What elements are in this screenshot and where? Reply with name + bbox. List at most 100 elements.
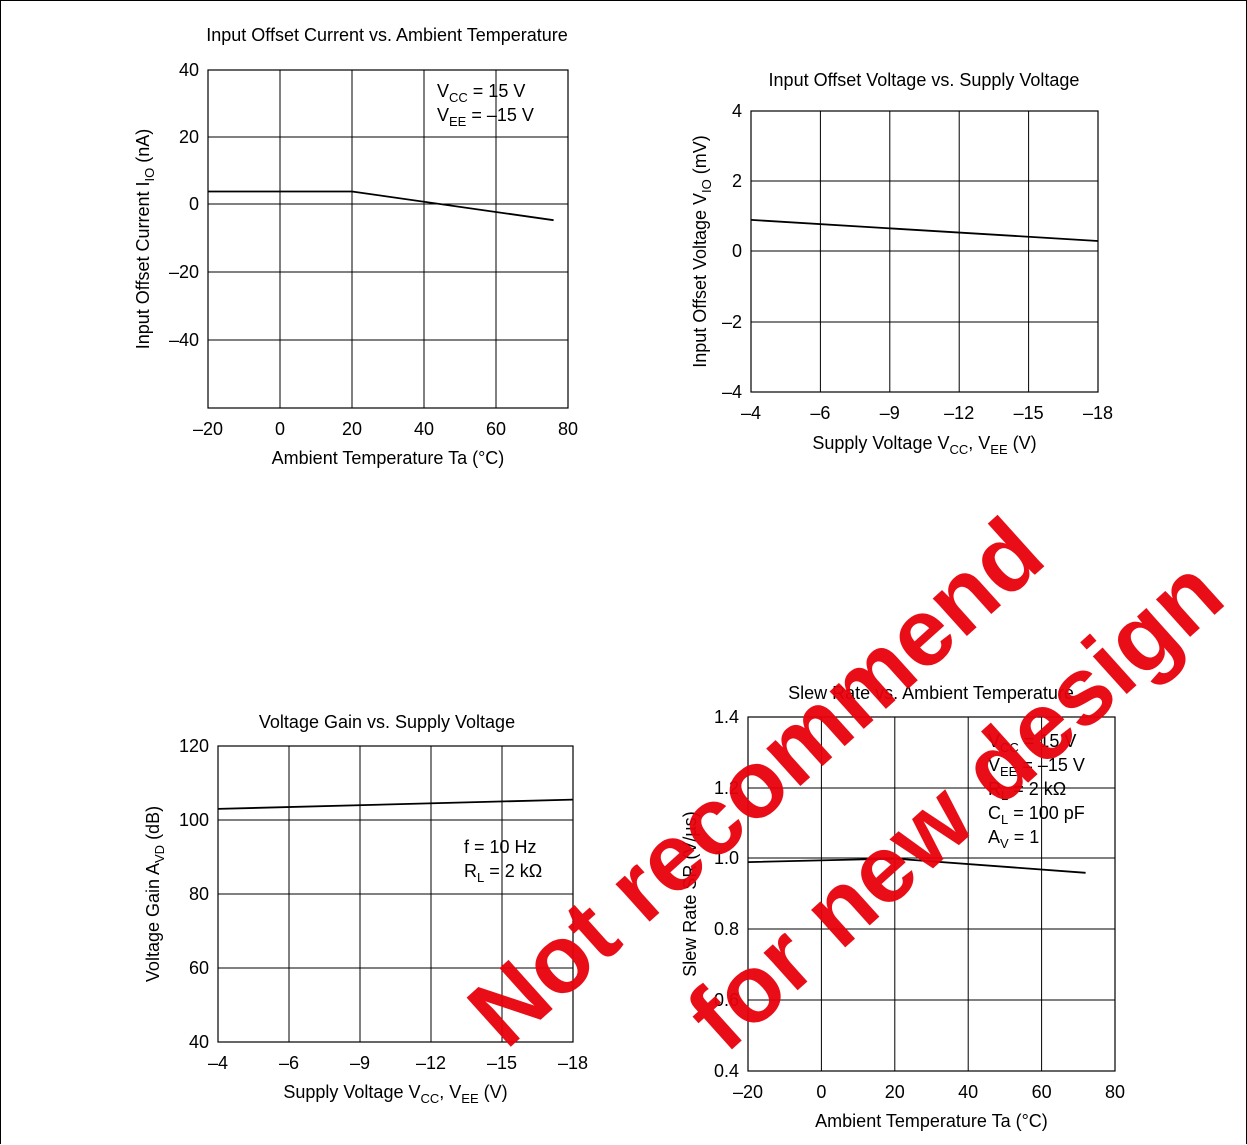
x-axis-label: Supply Voltage VCC, VEE (V) [812,433,1036,457]
chart-1: Input Offset Current vs. Ambient Tempera… [133,25,578,468]
condition-label: VCC = 15 V [437,81,525,105]
y-tick-label: 2 [732,171,742,191]
x-axis-label-s1: CC [949,442,968,457]
condition-label-tail: = 15 V [1019,731,1077,751]
y-axis-label-tail: (dB) [143,806,163,845]
condition-label-main: f = 10 Hz [464,837,537,857]
y-tick-label: 4 [732,101,742,121]
y-axis-label-main: Voltage Gain A [143,863,163,982]
x-axis-label-b: , V [968,433,990,453]
chart-title: Input Offset Current vs. Ambient Tempera… [206,25,568,45]
x-tick-label: –18 [558,1053,588,1073]
condition-label-main: C [988,803,1001,823]
data-series-line [217,798,574,810]
y-tick-label: –2 [722,312,742,332]
x-tick-label: –20 [733,1082,763,1102]
y-axis-label-sub: VD [152,845,167,863]
condition-label-sub: EE [1000,764,1018,779]
data-series-line [747,857,1086,874]
x-tick-label: 80 [1105,1082,1125,1102]
condition-label: CL = 100 pF [988,803,1085,827]
condition-label-main: V [988,755,1000,775]
x-tick-label: –9 [880,403,900,423]
y-axis-label: Input Offset Voltage VIO (mV) [690,135,714,368]
y-axis-label-sub: IO [699,179,714,193]
y-tick-label: 1.4 [714,707,739,727]
y-tick-label: 20 [179,127,199,147]
condition-label-main: A [988,827,1000,847]
chart-4: Slew Rate vs. Ambient Temperature –20 0 20 4… [680,683,1125,1131]
x-axis-label-c: (V) [1008,433,1037,453]
x-tick-label: –20 [193,419,223,439]
x-axis-label-s2: EE [461,1091,479,1106]
x-tick-label: –15 [487,1053,517,1073]
condition-label: f = 10 Hz [464,837,537,857]
condition-label-sub: L [477,870,484,885]
chart-title: Slew Rate vs. Ambient Temperature [788,683,1074,703]
x-axis-label-c: (V) [479,1082,508,1102]
x-axis-label-s1: CC [420,1091,439,1106]
condition-label: VCC = 15 V [988,731,1076,755]
x-tick-label: 0 [816,1082,826,1102]
x-axis-label: Supply Voltage VCC, VEE (V) [283,1082,507,1106]
y-axis-label: Slew Rate SR (V/µs) [680,811,700,976]
x-tick-label: 20 [885,1082,905,1102]
chart-3: Voltage Gain vs. Supply Voltage –4 –6 –9 –12… [143,712,588,1106]
y-axis-label-group: Voltage Gain AVD (dB) [143,806,167,982]
y-axis-label-main: Input Offset Current I [133,182,153,350]
y-tick-label: 80 [189,884,209,904]
y-tick-label: 0.8 [714,919,739,939]
y-axis-label: Voltage Gain AVD (dB) [143,806,167,982]
condition-label-tail: = 100 pF [1008,803,1085,823]
y-tick-label: 40 [179,60,199,80]
x-tick-label: –18 [1083,403,1113,423]
y-axis-label-sub: IO [142,168,157,182]
y-axis-label-tail: (nA) [133,129,153,168]
x-axis-label-a: Supply Voltage V [812,433,949,453]
x-tick-label: –4 [208,1053,228,1073]
chart-title: Input Offset Voltage vs. Supply Voltage [769,70,1080,90]
y-axis-label-group: Input Offset Current IIO (nA) [133,129,157,350]
x-tick-label: 20 [342,419,362,439]
y-tick-label: 120 [179,736,209,756]
condition-label: AV = 1 [988,827,1039,851]
x-axis-label: Ambient Temperature Ta (°C) [272,448,505,468]
y-tick-label: 1.0 [714,848,739,868]
data-series-line [750,219,1099,242]
data-series-line [208,190,554,222]
condition-label-tail: = 2 kΩ [484,861,542,881]
chart-2: Input Offset Voltage vs. Supply Voltage –… [690,70,1113,457]
y-tick-label: 100 [179,810,209,830]
y-axis-label-main: Input Offset Voltage V [690,193,710,368]
x-tick-label: –12 [416,1053,446,1073]
y-axis-label: Input Offset Current IIO (nA) [133,129,157,350]
condition-label-sub: L [1001,788,1008,803]
y-tick-label: 0 [189,194,199,214]
condition-label-main: V [437,81,449,101]
x-tick-label: –12 [944,403,974,423]
condition-label-tail: = 1 [1009,827,1040,847]
x-tick-label: 0 [275,419,285,439]
y-tick-label: –20 [169,262,199,282]
y-axis-label-tail: (mV) [690,135,710,179]
x-tick-label: –9 [350,1053,370,1073]
condition-label-sub: V [1000,836,1009,851]
y-tick-label: 0.6 [714,990,739,1010]
x-tick-label: 40 [414,419,434,439]
plot-frame [207,69,569,409]
x-axis-label-a: Supply Voltage V [283,1082,420,1102]
condition-label-sub: CC [1000,740,1019,755]
condition-label-main: R [464,861,477,881]
x-axis-label-b: , V [439,1082,461,1102]
condition-label-tail: = –15 V [466,105,534,125]
condition-label-sub: CC [449,90,468,105]
x-tick-label: 80 [558,419,578,439]
y-axis-label-group: Input Offset Voltage VIO (mV) [690,135,714,368]
y-tick-label: –4 [722,382,742,402]
condition-label-tail: = 15 V [468,81,526,101]
condition-label: VEE = –15 V [988,755,1085,779]
condition-label-main: V [437,105,449,125]
condition-label-tail: = 2 kΩ [1008,779,1066,799]
y-tick-label: 0 [732,241,742,261]
